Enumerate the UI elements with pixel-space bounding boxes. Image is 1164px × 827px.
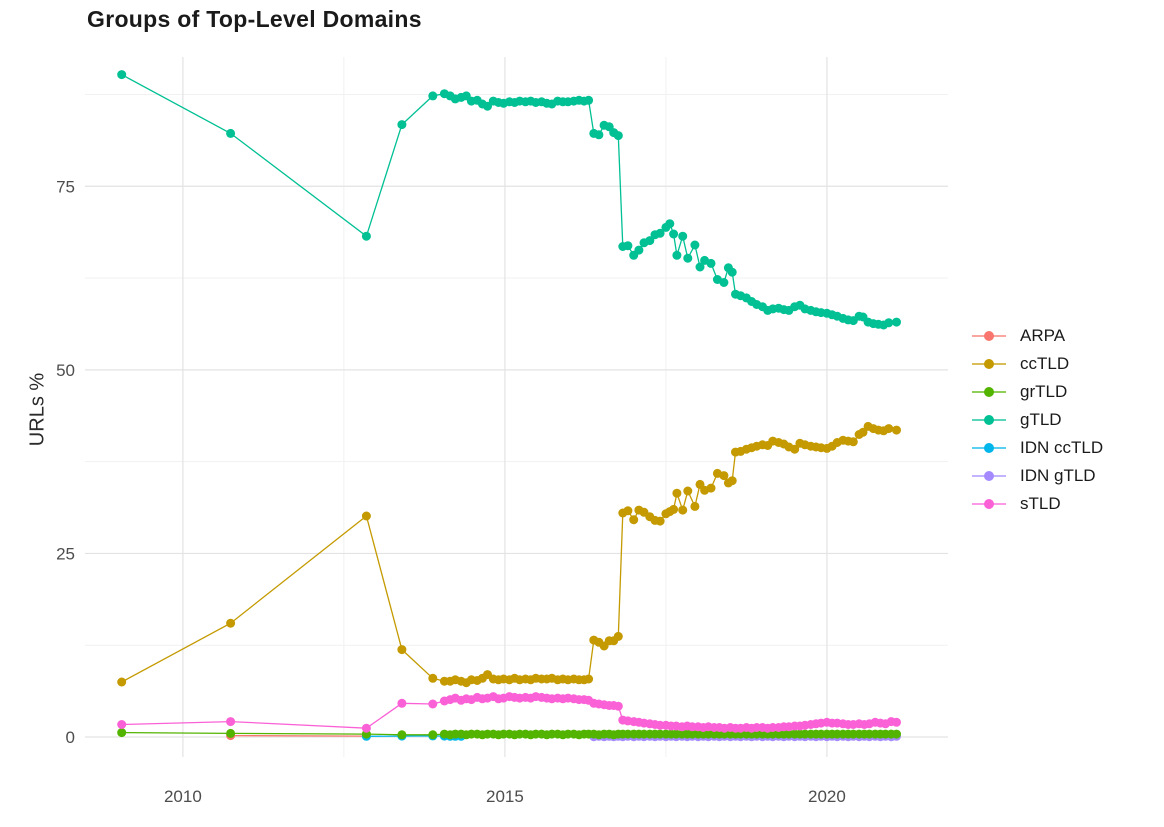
y-axis-title: URLs % (26, 372, 49, 447)
data-point-cctld (790, 444, 800, 454)
data-point-gtld (623, 241, 633, 251)
data-point-gtld (645, 236, 655, 246)
series-line-gtld (121, 74, 897, 326)
data-point-cctld (361, 511, 371, 521)
data-point-cctld (117, 677, 127, 687)
data-point-gtld (719, 278, 729, 287)
data-point-gtld (669, 229, 679, 239)
data-point-grtld (428, 730, 438, 740)
data-point-cctld (672, 488, 682, 498)
legend-label: gTLD (1020, 410, 1062, 429)
data-point-cctld (848, 437, 858, 447)
data-point-cctld (655, 516, 665, 526)
legend-key-icon (972, 443, 1006, 453)
y-tick-label: 50 (56, 361, 75, 380)
data-point-cctld (892, 425, 901, 435)
data-point-gtld (892, 317, 901, 327)
data-point-cctld (683, 486, 693, 496)
data-point-cctld (858, 427, 868, 437)
series-line-cctld (121, 425, 897, 684)
legend-key-icon (972, 359, 1006, 369)
legend-item-stld: sTLD (972, 490, 1103, 518)
data-point-gtld (483, 101, 492, 111)
data-point-gtld (727, 267, 737, 277)
legend-item-cctld: ccTLD (972, 350, 1103, 378)
legend-item-idn-gtld: IDN gTLD (972, 462, 1103, 490)
data-point-gtld (690, 240, 700, 250)
data-point-grtld (226, 728, 236, 738)
data-point-stld (428, 699, 438, 709)
y-tick-label: 75 (56, 177, 75, 196)
data-point-grtld (892, 729, 901, 739)
data-point-cctld (706, 483, 716, 493)
data-point-stld (892, 717, 901, 727)
data-point-gtld (397, 120, 407, 130)
legend-item-arpa: ARPA (972, 322, 1103, 350)
legend-label: IDN ccTLD (1020, 438, 1104, 457)
data-point-gtld (678, 231, 688, 241)
data-point-gtld (613, 131, 623, 141)
data-point-gtld (226, 128, 236, 138)
data-point-stld (117, 720, 127, 729)
data-point-grtld (117, 728, 127, 738)
data-point-stld (361, 723, 371, 733)
data-point-gtld (361, 231, 371, 241)
data-point-gtld (428, 91, 438, 101)
legend-item-grtld: grTLD (972, 378, 1103, 406)
legend-item-idn-cctld: IDN ccTLD (972, 434, 1103, 462)
y-tick-label: 25 (56, 544, 75, 563)
legend: ARPA ccTLD grTLD gTLD IDN ccTLD IDN gTLD sTLD (972, 322, 1103, 518)
data-point-gtld (683, 253, 693, 263)
data-point-stld (226, 717, 236, 727)
y-tick-label: 0 (66, 728, 75, 747)
legend-label: ARPA (1020, 326, 1066, 345)
data-point-stld (613, 701, 623, 711)
data-point-cctld (719, 471, 729, 481)
data-point-cctld (428, 673, 438, 683)
data-point-cctld (397, 645, 407, 655)
data-point-gtld (884, 318, 894, 328)
data-point-cctld (690, 501, 700, 511)
data-point-cctld (669, 504, 679, 514)
legend-label: IDN gTLD (1020, 466, 1096, 485)
x-tick-label: 2010 (164, 787, 202, 806)
legend-key-icon (972, 415, 1006, 425)
legend-item-gtld: gTLD (972, 406, 1103, 434)
legend-label: ccTLD (1020, 354, 1070, 373)
data-point-gtld (584, 95, 594, 105)
chart-title: Groups of Top-Level Domains (87, 6, 422, 32)
legend-key-icon (972, 387, 1006, 397)
data-point-cctld (623, 506, 633, 516)
series-line-arpa (230, 734, 367, 737)
legend-key-icon (972, 471, 1006, 481)
data-point-gtld (695, 262, 705, 272)
x-tick-label: 2020 (808, 787, 846, 806)
data-point-gtld (634, 245, 644, 255)
data-point-grtld (397, 730, 407, 740)
legend-key-icon (972, 499, 1006, 509)
legend-key-icon (972, 331, 1006, 341)
data-point-gtld (594, 130, 604, 140)
data-point-cctld (584, 674, 594, 684)
legend-label: sTLD (1020, 494, 1061, 513)
data-point-cctld (226, 618, 236, 628)
data-point-gtld (117, 70, 127, 80)
data-point-gtld (672, 250, 682, 260)
data-point-cctld (884, 424, 894, 434)
data-point-cctld (678, 505, 688, 515)
data-point-gtld (665, 219, 675, 229)
legend-label: grTLD (1020, 382, 1068, 401)
data-point-cctld (613, 631, 623, 641)
data-point-cctld (727, 476, 737, 486)
x-tick-label: 2015 (486, 787, 524, 806)
data-point-cctld (629, 515, 639, 525)
data-point-gtld (706, 258, 716, 268)
data-point-gtld (655, 228, 665, 238)
data-point-stld (397, 698, 407, 708)
